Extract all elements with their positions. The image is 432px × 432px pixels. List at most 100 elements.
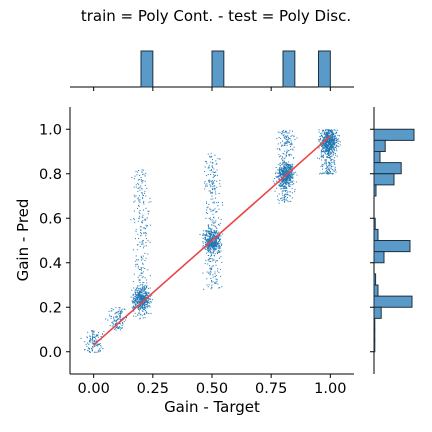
scatter-point-cluster-2 — [131, 289, 133, 291]
scatter-point-cluster-4 — [288, 175, 290, 177]
scatter-point-cluster-4 — [279, 178, 281, 180]
scatter-point-cluster-4 — [283, 167, 285, 169]
scatter-point-cluster-2 — [144, 295, 146, 297]
scatter-point-cluster-3 — [207, 224, 209, 226]
scatter-point-cluster-1 — [121, 327, 123, 329]
scatter-point-cluster-2 — [137, 301, 139, 303]
scatter-point-cluster-1 — [110, 315, 112, 317]
scatter-point-cluster-0 — [94, 351, 96, 353]
scatter-point-cluster-4 — [292, 177, 294, 179]
scatter-point-cluster-3 — [221, 261, 223, 263]
scatter-point-cluster-3 — [205, 230, 207, 232]
scatter-point-cluster-2 — [141, 222, 143, 224]
scatter-point-cluster-3 — [211, 159, 213, 161]
scatter-point-cluster-3 — [207, 249, 209, 251]
scatter-point-cluster-2 — [141, 192, 143, 194]
scatter-point-cluster-3 — [217, 237, 219, 239]
scatter-point-cluster-2 — [139, 201, 141, 203]
scatter-point-cluster-3 — [208, 203, 210, 205]
y-histogram-bar — [373, 251, 385, 264]
scatter-point-cluster-3 — [209, 244, 211, 246]
scatter-point-cluster-4 — [279, 142, 281, 144]
scatter-point-cluster-4 — [288, 179, 290, 181]
scatter-point-cluster-5 — [332, 139, 334, 141]
scatter-point-cluster-3 — [210, 245, 212, 247]
scatter-point-cluster-4 — [284, 199, 286, 201]
scatter-point-cluster-5 — [326, 132, 328, 133]
scatter-point-cluster-3 — [211, 231, 213, 233]
scatter-point-cluster-4 — [278, 175, 280, 177]
scatter-point-cluster-3 — [214, 249, 216, 251]
y-histogram-bar — [373, 329, 376, 342]
scatter-point-cluster-2 — [139, 282, 141, 284]
scatter-point-cluster-3 — [209, 245, 211, 247]
scatter-point-cluster-2 — [138, 285, 140, 287]
scatter-point-cluster-5 — [329, 149, 331, 151]
scatter-point-cluster-2 — [146, 294, 148, 296]
scatter-point-cluster-3 — [206, 207, 208, 209]
scatter-point-cluster-2 — [134, 293, 136, 295]
scatter-point-cluster-4 — [292, 174, 294, 176]
scatter-point-cluster-2 — [142, 202, 144, 204]
scatter-point-cluster-3 — [209, 251, 211, 253]
scatter-point-cluster-0 — [98, 332, 100, 334]
scatter-point-cluster-4 — [286, 174, 288, 176]
scatter-point-cluster-4 — [282, 179, 284, 181]
scatter-point-cluster-2 — [134, 305, 136, 307]
scatter-point-cluster-3 — [206, 242, 208, 244]
scatter-point-cluster-3 — [218, 231, 220, 233]
scatter-point-cluster-5 — [331, 144, 333, 146]
scatter-point-cluster-3 — [210, 242, 212, 244]
scatter-point-cluster-4 — [288, 178, 290, 180]
scatter-point-cluster-4 — [296, 174, 298, 176]
scatter-point-cluster-2 — [142, 209, 144, 211]
scatter-point-cluster-3 — [218, 240, 220, 242]
scatter-point-cluster-0 — [93, 342, 95, 344]
scatter-point-cluster-4 — [284, 177, 286, 179]
scatter-point-cluster-4 — [292, 166, 294, 168]
scatter-point-cluster-2 — [142, 240, 144, 242]
scatter-point-cluster-2 — [144, 304, 146, 306]
scatter-point-cluster-2 — [148, 292, 150, 294]
scatter-point-cluster-0 — [91, 349, 93, 351]
scatter-point-cluster-4 — [286, 197, 288, 199]
scatter-point-cluster-4 — [290, 176, 292, 178]
scatter-point-cluster-3 — [217, 252, 219, 254]
scatter-point-cluster-4 — [290, 167, 292, 169]
scatter-point-cluster-1 — [111, 307, 113, 309]
scatter-point-cluster-4 — [282, 170, 284, 172]
scatter-point-cluster-3 — [205, 243, 207, 245]
scatter-point-cluster-3 — [213, 259, 215, 261]
scatter-point-cluster-5 — [336, 148, 338, 150]
scatter-point-cluster-3 — [219, 251, 221, 253]
scatter-point-cluster-2 — [143, 295, 145, 297]
scatter-point-cluster-4 — [295, 181, 297, 183]
scatter-point-cluster-4 — [278, 169, 280, 171]
scatter-point-cluster-4 — [289, 137, 291, 139]
y-histogram-bar — [373, 228, 379, 241]
scatter-point-cluster-2 — [143, 192, 145, 194]
scatter-point-cluster-5 — [328, 151, 330, 153]
scatter-point-cluster-3 — [220, 244, 222, 246]
scatter-point-cluster-0 — [103, 331, 105, 333]
scatter-point-cluster-3 — [215, 242, 217, 244]
scatter-point-cluster-2 — [141, 180, 143, 182]
scatter-point-cluster-4 — [292, 170, 294, 172]
scatter-point-cluster-2 — [142, 295, 144, 297]
scatter-point-cluster-1 — [117, 313, 119, 315]
scatter-point-cluster-3 — [217, 236, 219, 238]
scatter-point-cluster-1 — [119, 313, 121, 315]
scatter-point-cluster-3 — [211, 268, 213, 270]
scatter-point-cluster-2 — [132, 302, 134, 304]
scatter-point-cluster-3 — [211, 228, 213, 230]
scatter-point-cluster-5 — [332, 145, 334, 147]
scatter-point-cluster-3 — [217, 268, 219, 270]
scatter-point-cluster-3 — [209, 267, 211, 269]
scatter-point-cluster-0 — [92, 331, 94, 333]
scatter-point-cluster-4 — [283, 134, 285, 136]
scatter-point-cluster-4 — [290, 145, 292, 147]
scatter-point-cluster-4 — [284, 161, 286, 163]
scatter-point-cluster-5 — [331, 137, 333, 139]
scatter-point-cluster-3 — [209, 246, 211, 248]
scatter-point-cluster-4 — [290, 148, 292, 150]
